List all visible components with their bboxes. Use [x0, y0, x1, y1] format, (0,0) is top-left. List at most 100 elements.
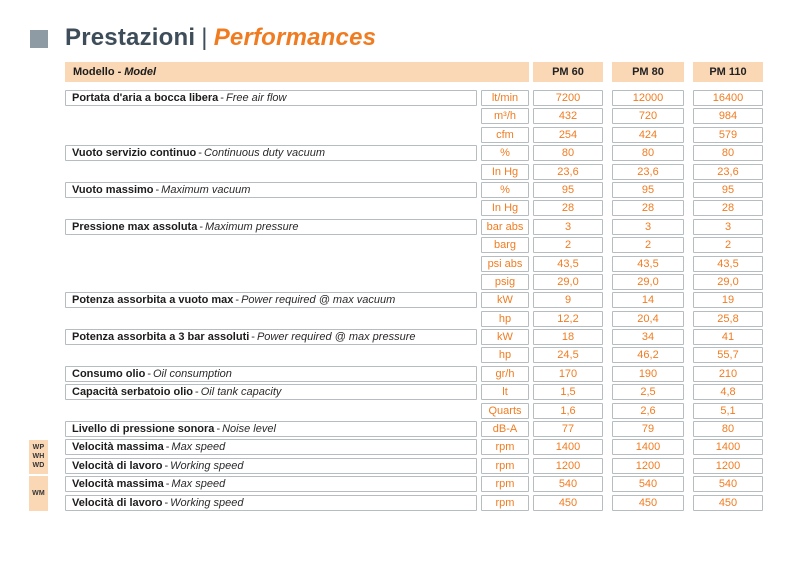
- column-header-pm110: PM 110: [693, 62, 763, 82]
- unit-cell: %: [481, 145, 529, 162]
- unit-cell: barg: [481, 237, 529, 254]
- table-row: Capacità serbatoio olio - Oil tank capacit…: [65, 384, 763, 401]
- row-label-separator: -: [195, 386, 199, 399]
- row-label: Velocità di lavoro - Working speed: [65, 494, 477, 511]
- row-label-separator: -: [235, 294, 240, 307]
- row-label-english: Working speed: [170, 496, 244, 509]
- row-label: Velocità massima - Max speed: [65, 439, 477, 456]
- row-label: Portata d'aria a bocca libera - Free air f…: [65, 90, 477, 106]
- unit-cell: hp: [481, 347, 529, 364]
- value-cell: 210: [693, 365, 763, 382]
- value-cell: 23,6: [533, 163, 603, 180]
- row-label-italian: Velocità di lavoro: [72, 496, 163, 509]
- value-cell: 79: [612, 421, 684, 438]
- model-header: Modello - Model: [65, 62, 529, 82]
- unit-cell: rpm: [481, 476, 529, 493]
- table-row: In Hg 23,6 23,6 23,6: [65, 163, 763, 180]
- value-cell: 1400: [693, 439, 763, 456]
- row-label-separator: -: [147, 367, 151, 380]
- row-label-separator: -: [216, 423, 221, 436]
- row-label-italian: Potenza assorbita a vuoto max: [72, 294, 234, 307]
- row-label-italian: Portata d'aria a bocca libera: [72, 92, 219, 104]
- value-cell: 2: [612, 237, 684, 254]
- value-cell: 14: [612, 292, 684, 309]
- section-marker-icon: [30, 30, 48, 48]
- side-group-label-text: WP: [32, 444, 45, 452]
- row-label-english: Maximum pressure: [205, 220, 299, 233]
- page-title: Prestazioni | Performances: [65, 24, 376, 52]
- value-cell: 2: [693, 237, 763, 254]
- unit-cell: kW: [481, 292, 529, 309]
- value-cell: 12,2: [533, 310, 603, 327]
- value-cell: 432: [533, 108, 603, 125]
- model-header-separator: -: [117, 66, 122, 78]
- value-cell: 23,6: [693, 163, 763, 180]
- value-cell: 2,5: [612, 384, 684, 401]
- row-label-italian: Velocità massima: [72, 441, 164, 454]
- row-label-english: Max speed: [171, 441, 226, 454]
- value-cell: 3: [533, 218, 603, 235]
- column-header-pm60: PM 60: [533, 62, 603, 82]
- row-label-spacer: [65, 256, 477, 272]
- value-cell: 77: [533, 421, 603, 438]
- row-label-italian: Velocità di lavoro: [72, 459, 163, 472]
- value-cell: 28: [693, 200, 763, 217]
- value-cell: 80: [533, 145, 603, 162]
- row-label-spacer: [65, 237, 477, 253]
- value-cell: 16400: [693, 90, 763, 106]
- table-row: barg 2 2 2: [65, 237, 763, 254]
- row-label-english: Oil tank capacity: [200, 386, 282, 399]
- model-header-english: Model: [124, 66, 157, 78]
- unit-cell: rpm: [481, 439, 529, 456]
- value-cell: 19: [693, 292, 763, 309]
- value-cell: 254: [533, 126, 603, 143]
- value-cell: 1,5: [533, 384, 603, 401]
- value-cell: 12000: [612, 90, 684, 106]
- row-label-separator: -: [220, 92, 224, 104]
- table-row: Velocità di lavoro - Working speed rpm 450 45…: [65, 494, 763, 511]
- value-cell: 424: [612, 126, 684, 143]
- table-row: hp 12,2 20,4 25,8: [65, 310, 763, 327]
- row-label: Vuoto massimo - Maximum vacuum: [65, 181, 477, 198]
- table-row: In Hg 28 28 28: [65, 200, 763, 217]
- value-cell: 43,5: [693, 255, 763, 272]
- row-label-spacer: [65, 108, 477, 124]
- row-label-spacer: [65, 274, 477, 290]
- value-cell: 95: [693, 181, 763, 198]
- value-cell: 579: [693, 126, 763, 143]
- value-cell: 1400: [612, 439, 684, 456]
- row-label-english: Noise level: [222, 423, 276, 436]
- side-group-label-text: WH: [32, 453, 45, 461]
- value-cell: 5,1: [693, 402, 763, 419]
- title-separator: |: [201, 24, 208, 51]
- unit-cell: In Hg: [481, 163, 529, 180]
- row-label-english: Power required @ max vacuum: [241, 294, 396, 307]
- title-english: Performances: [213, 24, 377, 51]
- value-cell: 25,8: [693, 310, 763, 327]
- unit-cell: In Hg: [481, 200, 529, 217]
- value-cell: 43,5: [533, 255, 603, 272]
- row-label: Consumo olio - Oil consumption: [65, 365, 477, 382]
- value-cell: 29,0: [533, 273, 603, 290]
- value-cell: 450: [693, 494, 763, 511]
- value-cell: 80: [693, 145, 763, 162]
- row-label: Vuoto servizio continuo - Continuous duty …: [65, 145, 477, 162]
- table-row: Consumo olio - Oil consumption gr/h 170 190 21…: [65, 365, 763, 382]
- value-cell: 540: [612, 476, 684, 493]
- value-cell: 984: [693, 108, 763, 125]
- table-row: m³/h 432 720 984: [65, 108, 763, 125]
- table-row: Velocità massima - Max speed rpm 1400 1400 140…: [65, 439, 763, 456]
- row-label-separator: -: [155, 183, 160, 196]
- value-cell: 450: [612, 494, 684, 511]
- row-label-spacer: [65, 164, 477, 180]
- unit-cell: gr/h: [481, 365, 529, 382]
- value-cell: 29,0: [693, 273, 763, 290]
- row-label-english: Free air flow: [225, 92, 287, 104]
- column-header-pm80: PM 80: [612, 62, 684, 82]
- table-row: Pressione max assoluta - Maximum pressure b…: [65, 218, 763, 235]
- value-cell: 3: [612, 218, 684, 235]
- table-row: Vuoto massimo - Maximum vacuum% 95 95 95: [65, 181, 763, 198]
- value-cell: 43,5: [612, 255, 684, 272]
- table-row: Velocità massima - Max speed rpm 540 540 540: [65, 476, 763, 493]
